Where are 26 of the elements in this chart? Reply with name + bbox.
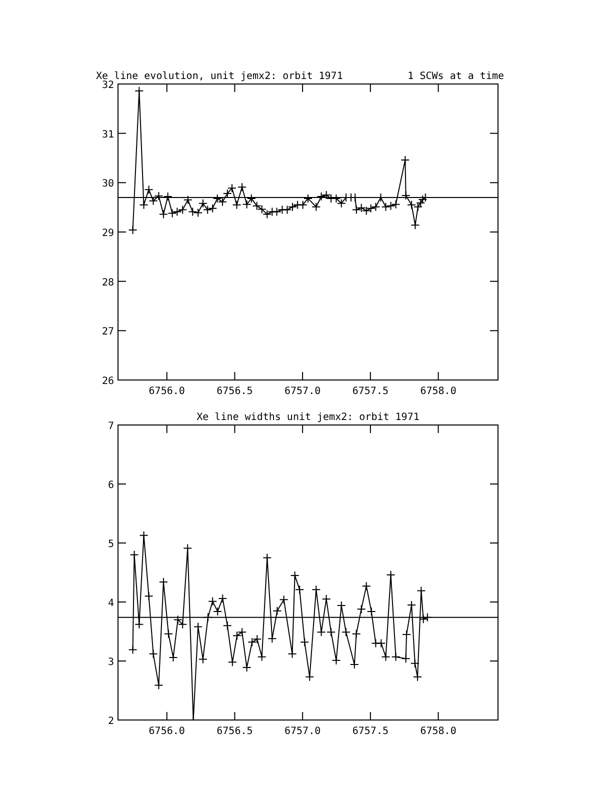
x-tick-label: 6756.5: [216, 386, 253, 397]
y-tick-label: 28: [102, 277, 114, 288]
y-tick-label: 31: [102, 129, 114, 140]
x-tick-label: 6756.0: [148, 726, 185, 737]
x-tick-label: 6756.5: [216, 726, 253, 737]
x-tick-label: 6757.5: [352, 726, 388, 737]
x-tick-label: 6757.0: [284, 726, 321, 737]
y-tick-label: 32: [102, 80, 114, 91]
chart-title: Xe line widths unit jemx2: orbit 1971: [196, 412, 420, 423]
y-tick-label: 6: [108, 480, 114, 491]
y-tick-label: 3: [108, 657, 114, 668]
y-tick-label: 26: [102, 376, 114, 387]
y-tick-label: 2: [108, 716, 114, 727]
x-tick-label: 6758.0: [420, 386, 456, 397]
y-tick-label: 30: [102, 178, 114, 190]
y-tick-label: 7: [108, 421, 114, 432]
y-tick-label: 29: [102, 228, 114, 239]
chart-title: Xe line evolution, unit jemx2: orbit 1971: [96, 71, 343, 82]
y-tick-label: 27: [102, 326, 114, 338]
x-tick-label: 6756.0: [148, 386, 185, 397]
y-tick-label: 4: [108, 598, 114, 609]
y-tick-label: 5: [108, 539, 114, 550]
x-tick-label: 6757.5: [352, 386, 388, 397]
x-tick-label: 6757.0: [284, 386, 321, 397]
text: 1 SCWs at a time: [408, 71, 504, 82]
x-tick-label: 6758.0: [420, 726, 456, 737]
